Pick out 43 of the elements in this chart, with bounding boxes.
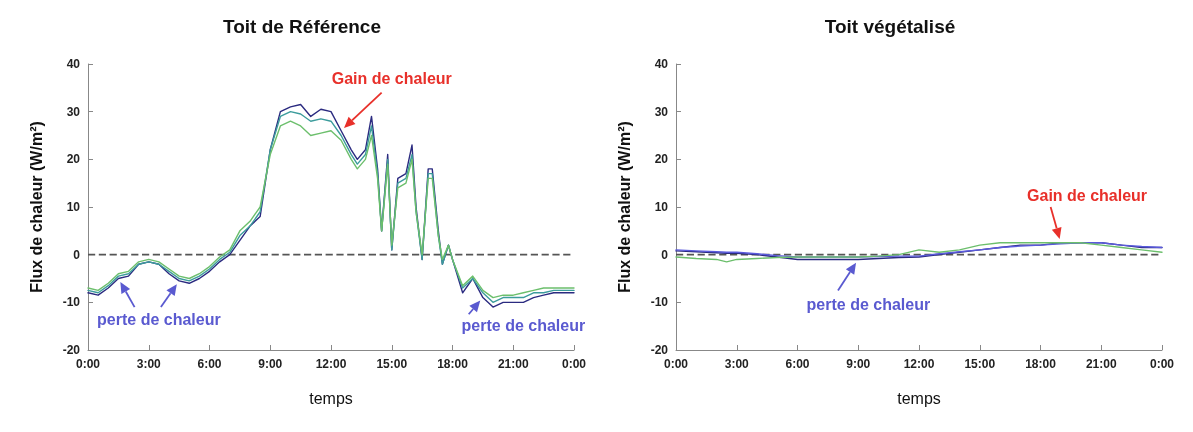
x-tick-label: 21:00 (497, 357, 529, 371)
y-axis-title: Flux de chaleur (W/m²) (27, 121, 45, 293)
x-tick-label: 21:00 (1085, 357, 1117, 371)
chart-title: Toit de Référence (222, 16, 382, 37)
y-tick-label: 10 (66, 200, 81, 214)
x-tick-label: 12:00 (315, 357, 347, 371)
x-tick-label: 0:00 (75, 357, 101, 371)
y-tick-label: -20 (62, 343, 81, 357)
annotation: perte de chaleur (806, 296, 931, 314)
y-tick-label: 40 (66, 57, 81, 71)
x-axis-title: temps (309, 389, 353, 407)
x-tick-label: 9:00 (258, 357, 283, 371)
y-tick-label: 20 (654, 152, 669, 167)
y-tick-label: -10 (62, 295, 81, 310)
x-tick-label: 0:00 (1149, 357, 1175, 371)
x-tick-label: 18:00 (1025, 357, 1057, 371)
x-tick-label: 3:00 (724, 357, 750, 371)
x-tick-label: 0:00 (561, 357, 587, 371)
y-tick-label: -20 (650, 343, 669, 357)
y-tick-label: -10 (650, 295, 669, 310)
annotation: Gain de chaleur (331, 69, 452, 87)
x-tick-label: 18:00 (437, 357, 469, 371)
y-tick-label: 40 (654, 57, 669, 71)
chart-title: Toit végétalisé (824, 16, 956, 37)
x-tick-label: 0:00 (663, 357, 689, 371)
y-tick-label: 20 (66, 152, 81, 167)
x-tick-label: 3:00 (136, 357, 162, 371)
x-tick-label: 15:00 (376, 357, 408, 371)
annotation: Gain de chaleur (1027, 186, 1148, 204)
x-axis-title: temps (897, 389, 941, 407)
y-tick-label: 0 (661, 247, 669, 262)
annotation: perte de chaleur (97, 310, 221, 328)
x-tick-label: 6:00 (197, 357, 222, 371)
x-tick-label: 6:00 (785, 357, 810, 371)
y-tick-label: 10 (654, 200, 669, 214)
x-tick-label: 12:00 (903, 357, 935, 371)
y-tick-label: 30 (66, 104, 81, 119)
x-tick-label: 9:00 (846, 357, 871, 371)
y-tick-label: 30 (654, 104, 669, 119)
x-tick-label: 15:00 (964, 357, 996, 371)
y-tick-label: 0 (73, 247, 81, 262)
annotation: perte de chaleur (461, 316, 586, 334)
y-axis-title: Flux de chaleur (W/m²) (615, 121, 633, 293)
